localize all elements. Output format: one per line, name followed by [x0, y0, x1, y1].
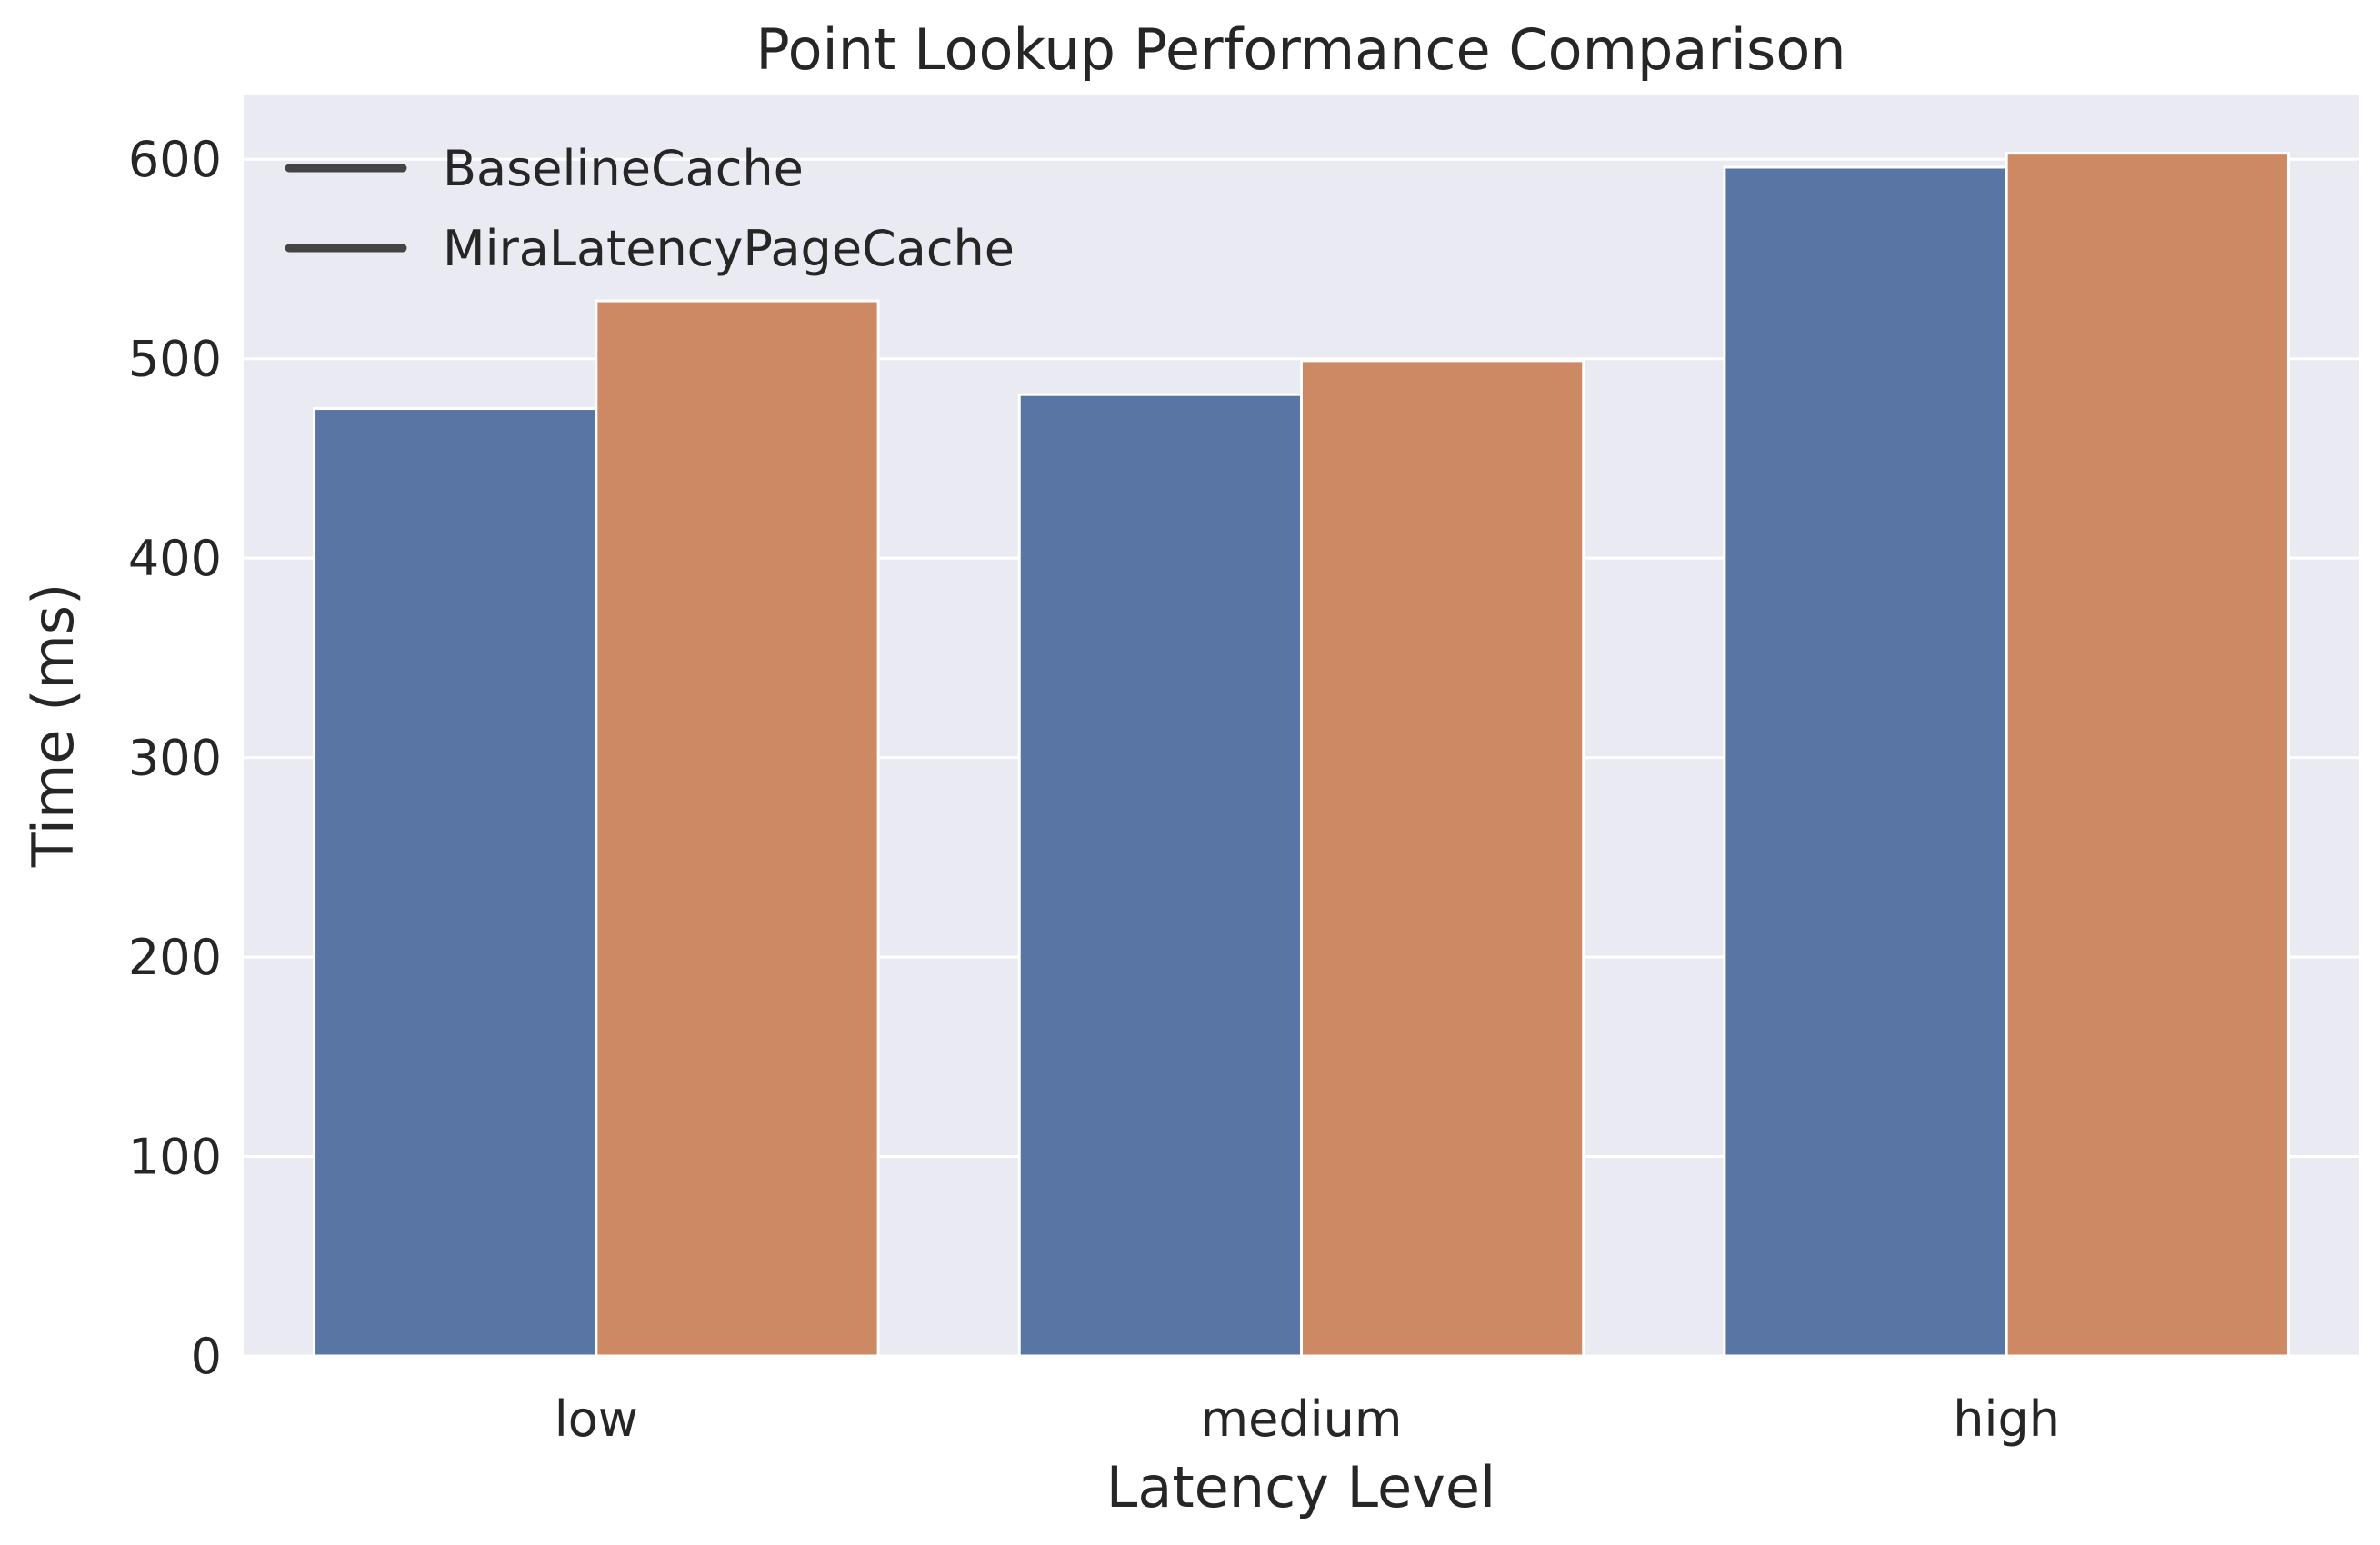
y-tick-label: 300: [128, 730, 222, 787]
chart-title: Point Lookup Performance Comparison: [755, 16, 1845, 83]
x-axis-label: Latency Level: [1106, 1454, 1495, 1520]
bar-MiraLatencyPageCache-medium: [1300, 359, 1585, 1358]
y-tick-label: 500: [128, 331, 222, 388]
x-tick-label: high: [1953, 1390, 2060, 1448]
y-tick-label: 200: [128, 929, 222, 986]
bar-BaselineCache-medium: [1017, 393, 1303, 1358]
bar-MiraLatencyPageCache-high: [2005, 152, 2290, 1358]
legend: BaselineCache MiraLatencyPageCache: [285, 140, 1015, 277]
y-tick-label: 400: [128, 530, 222, 587]
y-tick-label: 0: [191, 1328, 222, 1385]
x-tick-label: low: [555, 1390, 638, 1448]
legend-label: MiraLatencyPageCache: [443, 220, 1015, 277]
bars: [313, 152, 2290, 1358]
x-tick-labels: low medium high: [555, 1390, 2060, 1448]
x-tick-label: medium: [1201, 1390, 1403, 1448]
bar-BaselineCache-low: [313, 407, 598, 1358]
bar-BaselineCache-high: [1723, 165, 2008, 1358]
y-tick-labels: 0 100 200 300 400 500 600: [128, 131, 222, 1385]
bar-MiraLatencyPageCache-low: [595, 299, 880, 1358]
y-tick-label: 600: [128, 131, 222, 188]
y-tick-label: 100: [128, 1129, 222, 1186]
legend-label: BaselineCache: [443, 140, 804, 197]
y-axis-label: Time (ms): [20, 583, 86, 869]
